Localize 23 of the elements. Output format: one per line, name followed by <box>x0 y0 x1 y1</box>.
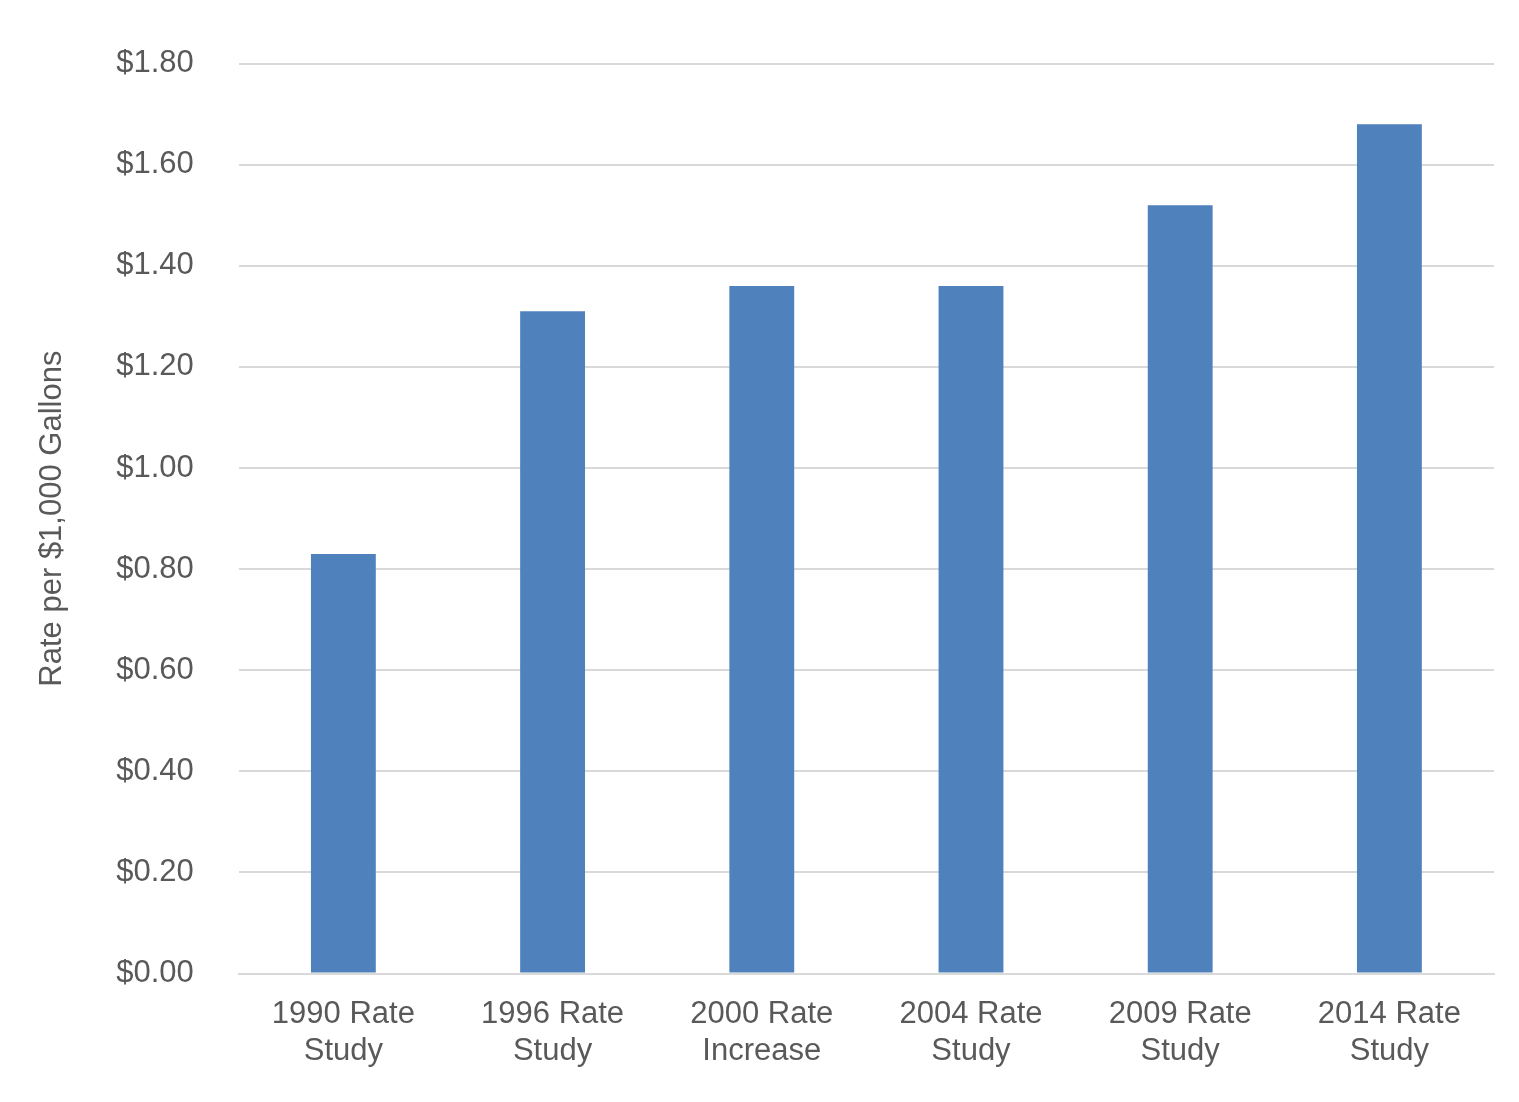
x-tick-label: 2014 Rate Study <box>1317 994 1461 1067</box>
y-tick-label: $0.80 <box>116 549 194 585</box>
y-tick-label: $1.00 <box>116 448 194 484</box>
y-tick-label: $1.40 <box>116 246 194 282</box>
bar <box>1356 124 1422 973</box>
y-tick-label: $1.20 <box>116 347 194 383</box>
bar <box>310 553 376 973</box>
x-tick-label: 2009 Rate Study <box>1108 994 1252 1067</box>
bar <box>938 286 1004 973</box>
y-tick-label: $0.40 <box>116 751 194 787</box>
y-tick-label: $0.00 <box>116 954 194 990</box>
y-tick-label: $1.60 <box>116 145 194 181</box>
x-tick-label: 1990 Rate Study <box>271 994 415 1067</box>
bar <box>1147 205 1213 973</box>
x-tick-label: 1996 Rate Study <box>481 994 625 1067</box>
y-axis-title: Rate per $1,000 Gallons <box>33 350 69 687</box>
x-tick-label: 2000 Rate Increase <box>690 994 834 1067</box>
y-tick-label: $0.20 <box>116 853 194 889</box>
y-tick-label: $1.80 <box>116 44 194 80</box>
bar <box>729 286 795 973</box>
bar <box>520 311 586 973</box>
y-tick-label: $0.60 <box>116 650 194 686</box>
x-tick-label: 2004 Rate Study <box>899 994 1043 1067</box>
